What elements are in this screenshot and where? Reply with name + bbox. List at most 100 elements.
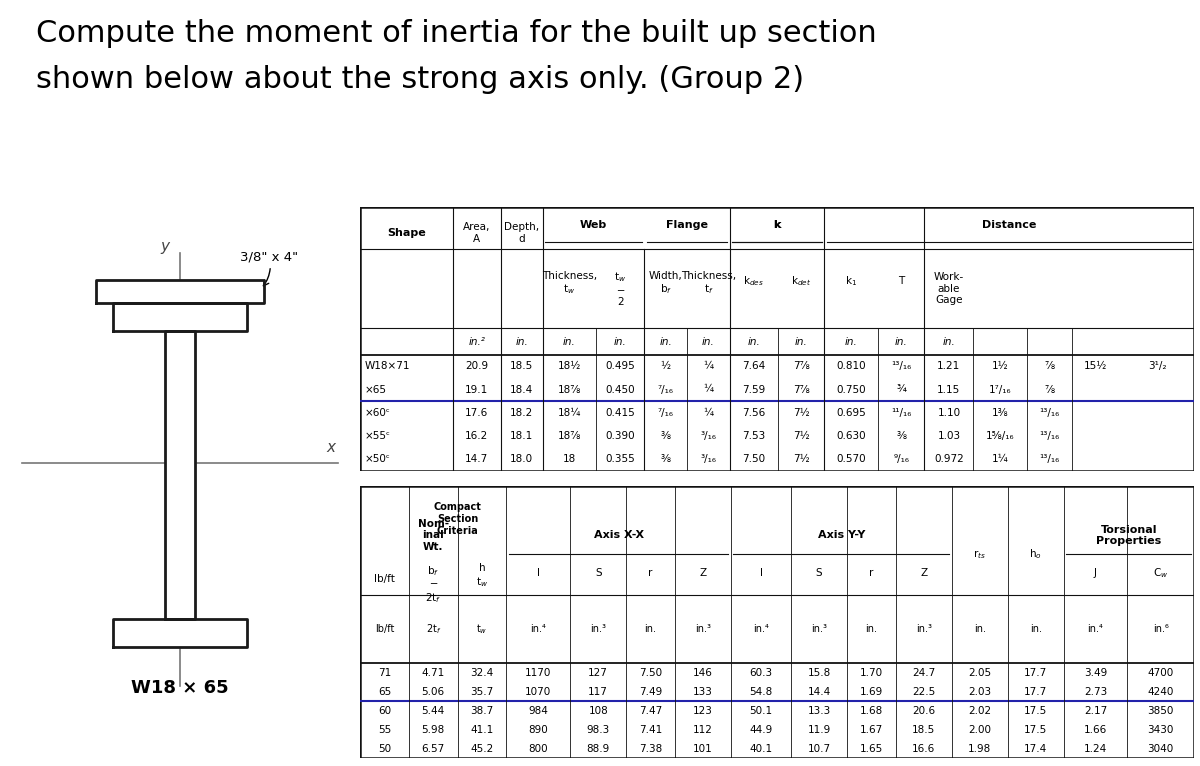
- Text: ¹¹/₁₆: ¹¹/₁₆: [890, 408, 911, 418]
- Text: 0.750: 0.750: [836, 385, 866, 394]
- Text: 19.1: 19.1: [466, 385, 488, 394]
- Text: ³/₁₆: ³/₁₆: [701, 431, 716, 441]
- Text: 16.2: 16.2: [466, 431, 488, 441]
- Text: 1½: 1½: [992, 362, 1009, 372]
- Text: 18: 18: [563, 454, 576, 464]
- Text: Web: Web: [580, 221, 607, 231]
- Text: 4240: 4240: [1147, 686, 1174, 697]
- Text: ¼: ¼: [703, 385, 714, 394]
- Text: 7.53: 7.53: [743, 431, 766, 441]
- Text: Area,
A: Area, A: [463, 222, 491, 244]
- Text: k$_1$: k$_1$: [845, 274, 857, 288]
- Text: 18.1: 18.1: [510, 431, 533, 441]
- Text: 1.69: 1.69: [860, 686, 883, 697]
- Polygon shape: [113, 303, 247, 332]
- Text: ×55ᶜ: ×55ᶜ: [365, 431, 391, 441]
- Text: 14.7: 14.7: [466, 454, 488, 464]
- Text: ⁷/₁₆: ⁷/₁₆: [658, 408, 674, 418]
- Text: 15.8: 15.8: [808, 668, 830, 678]
- Text: in.: in.: [660, 336, 672, 346]
- Text: 0.355: 0.355: [606, 454, 635, 464]
- Text: 45.2: 45.2: [470, 744, 493, 754]
- Text: 10.7: 10.7: [808, 744, 830, 754]
- Text: k$_{des}$: k$_{des}$: [744, 274, 764, 288]
- Text: in.³: in.³: [695, 624, 710, 634]
- Text: 117: 117: [588, 686, 608, 697]
- Text: 1.10: 1.10: [937, 408, 960, 418]
- Text: r: r: [648, 568, 653, 578]
- Text: in.⁴: in.⁴: [754, 624, 769, 634]
- Text: 1⅝/₁₆: 1⅝/₁₆: [986, 431, 1015, 441]
- Text: 20.6: 20.6: [912, 705, 935, 715]
- Text: 2.73: 2.73: [1084, 686, 1108, 697]
- Text: 18½: 18½: [558, 362, 581, 372]
- Text: 50: 50: [378, 744, 391, 754]
- Text: 18.0: 18.0: [510, 454, 533, 464]
- Text: shown below about the strong axis only. (Group 2): shown below about the strong axis only. …: [36, 65, 804, 94]
- Text: 2.05: 2.05: [968, 668, 991, 678]
- Text: 7⅞: 7⅞: [793, 362, 810, 372]
- Text: ⅜: ⅜: [661, 454, 671, 464]
- Text: lb/ft: lb/ft: [374, 624, 394, 634]
- Text: I: I: [536, 568, 540, 578]
- Text: 123: 123: [692, 705, 713, 715]
- Text: ¹³/₁₆: ¹³/₁₆: [1039, 408, 1060, 418]
- Text: 800: 800: [528, 744, 548, 754]
- Text: 0.450: 0.450: [606, 385, 635, 394]
- Text: 4700: 4700: [1147, 668, 1174, 678]
- Text: ¹³/₁₆: ¹³/₁₆: [1039, 431, 1060, 441]
- Text: 3.49: 3.49: [1084, 668, 1108, 678]
- Text: 24.7: 24.7: [912, 668, 936, 678]
- Text: S: S: [816, 568, 822, 578]
- Text: 7.50: 7.50: [640, 668, 662, 678]
- Text: 133: 133: [692, 686, 713, 697]
- Text: 60: 60: [378, 705, 391, 715]
- Text: Work-
able
Gage: Work- able Gage: [934, 272, 964, 306]
- Text: 2t$_f$: 2t$_f$: [426, 622, 440, 636]
- Text: 7.59: 7.59: [743, 385, 766, 394]
- Text: Axis Y-Y: Axis Y-Y: [817, 530, 865, 540]
- Text: 7.47: 7.47: [638, 705, 662, 715]
- Text: Thickness,
t$_w$: Thickness, t$_w$: [542, 270, 596, 296]
- Text: 7.41: 7.41: [638, 725, 662, 735]
- Text: b$_f$
─
2t$_f$: b$_f$ ─ 2t$_f$: [425, 564, 442, 605]
- Text: ⁷/₁₆: ⁷/₁₆: [658, 385, 674, 394]
- Text: ½: ½: [661, 362, 671, 372]
- Text: ¹³/₁₆: ¹³/₁₆: [1039, 454, 1060, 464]
- Text: h$_o$: h$_o$: [1030, 548, 1042, 561]
- Text: 60.3: 60.3: [750, 668, 773, 678]
- Text: 2.03: 2.03: [968, 686, 991, 697]
- Text: in.: in.: [563, 336, 576, 346]
- Text: h
t$_w$: h t$_w$: [476, 563, 488, 589]
- Text: Width,
b$_f$: Width, b$_f$: [649, 270, 683, 296]
- Text: 17.4: 17.4: [1024, 744, 1048, 754]
- Text: ⅜: ⅜: [661, 431, 671, 441]
- Text: ⅜: ⅜: [896, 431, 906, 441]
- Text: 71: 71: [378, 668, 391, 678]
- Text: in.³: in.³: [590, 624, 606, 634]
- Text: 13.3: 13.3: [808, 705, 830, 715]
- Text: 18.4: 18.4: [510, 385, 533, 394]
- Text: 3¹/₂: 3¹/₂: [1147, 362, 1166, 372]
- Text: k: k: [773, 221, 781, 231]
- Text: 1.66: 1.66: [1084, 725, 1108, 735]
- Text: in.: in.: [845, 336, 858, 346]
- Text: in.: in.: [865, 624, 877, 634]
- Text: 108: 108: [588, 705, 608, 715]
- Text: in.: in.: [973, 624, 985, 634]
- Text: 55: 55: [378, 725, 391, 735]
- Text: 1.98: 1.98: [968, 744, 991, 754]
- Text: 7½: 7½: [793, 431, 810, 441]
- Text: in.: in.: [942, 336, 955, 346]
- Text: 5.98: 5.98: [421, 725, 445, 735]
- Text: 14.4: 14.4: [808, 686, 830, 697]
- Text: 2.17: 2.17: [1084, 705, 1108, 715]
- Polygon shape: [113, 619, 247, 647]
- Text: 1.67: 1.67: [860, 725, 883, 735]
- Text: 98.3: 98.3: [587, 725, 610, 735]
- Text: 1⅜: 1⅜: [992, 408, 1009, 418]
- Text: in.⁴: in.⁴: [530, 624, 546, 634]
- Text: lb/ft: lb/ft: [374, 574, 395, 584]
- Text: 17.5: 17.5: [1024, 725, 1048, 735]
- Text: Axis X-X: Axis X-X: [594, 530, 643, 540]
